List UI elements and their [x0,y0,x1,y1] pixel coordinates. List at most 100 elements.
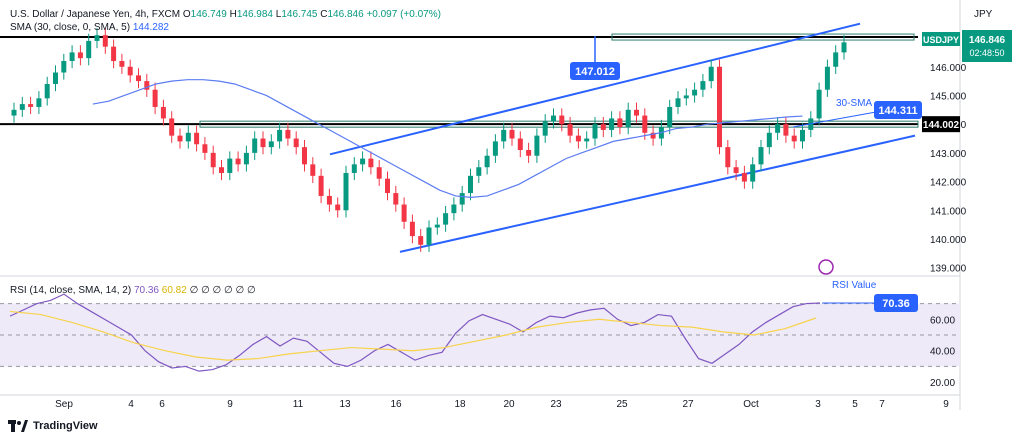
candle-body [468,175,473,194]
x-tick-label: 7 [879,399,885,410]
candle-body [484,155,490,168]
rsi-tag-box [874,294,918,313]
candle-body [343,172,349,211]
candle-body [501,129,507,142]
candle-body [61,61,67,73]
candle-body [717,66,722,148]
candle-body [476,167,482,176]
candle-body [111,46,117,62]
candle-body [19,104,25,110]
x-tick-label: 25 [616,399,628,410]
price-tick-label: 139.000 [930,264,967,275]
candle-body [177,135,183,142]
rsi-legend[interactable]: RSI (14, close, SMA, 14, 2) 70.36 60.82 … [10,284,256,297]
x-tick-label: 23 [550,399,562,410]
candle-body [833,52,839,67]
x-tick-label: 9 [227,399,233,410]
rsi-callout-text: RSI Value [832,280,877,291]
candle-body [144,81,150,90]
candle-body [559,115,565,125]
candle-body [542,121,548,136]
candle-body [551,115,556,122]
open-label: O [182,9,191,20]
candle-body [841,42,847,53]
x-tick-label: 11 [293,399,304,410]
symbol-title: U.S. Dollar / Japanese Yen, 4h, FXCM [10,9,181,20]
candle-body [642,115,648,133]
low-value: 146.745 [281,9,318,20]
candle-body [766,132,772,148]
candle-body [360,158,366,165]
sma-callout-pointer [792,111,877,128]
candle-body [277,129,283,142]
currency-label[interactable]: JPY [974,9,993,20]
candle-body [667,106,673,128]
close-value: 146.846 [327,9,364,20]
price-tick-label: 145.000 [930,91,967,102]
sma-line [92,79,803,198]
candle-body [683,95,689,99]
candle-body [185,132,191,142]
open-value: 146.749 [190,9,227,20]
candle-body [243,152,249,165]
brand-footer[interactable]: TradingView [8,420,98,432]
candle-body [318,175,324,196]
x-tick-label: 9 [943,399,949,410]
sma-tag-box [874,101,922,119]
candle-body [783,124,789,136]
candle-body [127,66,133,76]
high-label: H [229,9,237,20]
candle-body [44,83,50,99]
callout-147-label: 147.012 [575,66,615,78]
candle-body [816,89,822,119]
x-tick-label: 3 [815,399,821,410]
candle-body [824,66,830,90]
sma-value: 144.282 [132,22,169,33]
candle-body [692,89,698,96]
sma-callout-text: 30-SMA [836,98,872,109]
candle-body [326,195,332,205]
candle-body [302,147,307,165]
candle-body [293,138,299,148]
candle-body [775,124,781,133]
candle-body [202,144,208,153]
price-tick-label: 142.000 [930,178,967,189]
candle-body [791,135,797,142]
change-value: +0.097 (+0.07%) [366,9,441,20]
candle-body [509,129,515,139]
candle-body [69,52,75,62]
last-price-box [962,30,1012,62]
tradingview-logo-icon [8,420,28,432]
x-tick-label: 13 [339,399,351,410]
rsi-tick-label: 40.00 [930,347,955,358]
candle-body [634,109,639,116]
candle-body [451,204,457,214]
price-tick-label: 140.000 [930,235,967,246]
candle-body [750,164,756,182]
close-label: C [320,9,328,20]
callout-147-box [570,62,620,80]
candle-body [708,66,714,82]
candle-body [675,98,681,107]
candle-body [733,167,739,173]
x-tick-label: Sep [55,399,73,410]
rsi-tick-label: 20.00 [930,378,955,389]
sma-legend[interactable]: SMA (30, close, 0, SMA, 5) 144.282 [10,21,169,34]
sma-label: SMA (30, close, 0, SMA, 5) [10,22,131,33]
rsi-value: 70.36 [133,285,159,296]
candle-body [617,118,623,128]
candle-body [77,52,83,59]
x-tick-label: 5 [852,399,858,410]
candle-body [102,35,108,47]
x-tick-label: Oct [743,399,759,410]
candle-body [152,89,158,107]
candle-body [700,81,706,90]
candle-body [459,193,465,205]
price-tick-label: 146.000 [930,63,967,74]
candle-body [517,138,523,150]
rsi-ma-line [9,310,817,361]
countdown-label: 02:48:50 [969,48,1004,58]
rsi-placeholders: ∅ ∅ ∅ ∅ ∅ ∅ [189,285,256,296]
low-label: L [275,9,282,20]
candle-body [335,204,341,211]
